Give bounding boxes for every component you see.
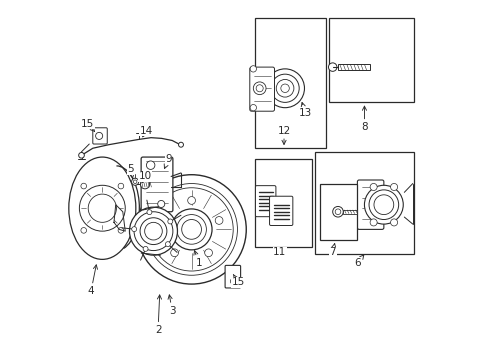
Circle shape [145,184,237,275]
Circle shape [134,212,173,251]
Text: 9: 9 [164,154,172,168]
Circle shape [143,246,148,251]
Circle shape [334,209,340,215]
Text: 13: 13 [298,103,311,118]
Circle shape [230,278,236,284]
Circle shape [129,207,177,255]
Text: 14: 14 [140,126,153,137]
Circle shape [137,175,246,284]
Text: 12: 12 [277,126,290,144]
Circle shape [364,185,403,224]
Bar [343,210,356,213]
Circle shape [176,215,206,244]
Circle shape [118,228,123,233]
Text: 6: 6 [353,255,363,268]
Text: 2: 2 [154,295,161,335]
Circle shape [390,219,397,226]
Circle shape [253,82,265,95]
Circle shape [88,194,116,222]
Circle shape [276,80,293,97]
Text: 3: 3 [168,295,175,315]
Circle shape [160,217,167,224]
FancyBboxPatch shape [255,186,275,217]
Circle shape [265,69,304,108]
Circle shape [256,85,263,92]
Circle shape [167,219,172,224]
Circle shape [170,249,178,257]
Text: 1: 1 [193,251,202,268]
Circle shape [81,183,86,189]
Circle shape [118,183,123,189]
Bar [255,159,311,247]
Circle shape [79,153,84,158]
Bar [255,18,325,148]
Bar [337,64,369,70]
Circle shape [150,188,233,271]
Text: 5: 5 [127,165,134,178]
Circle shape [79,185,125,231]
Circle shape [147,210,152,215]
Circle shape [332,207,343,217]
Circle shape [182,220,201,239]
Circle shape [390,184,397,190]
Circle shape [270,74,299,102]
FancyBboxPatch shape [269,196,292,225]
Circle shape [140,218,166,244]
Circle shape [369,184,376,190]
Circle shape [165,242,170,247]
Bar [314,152,413,254]
Text: 8: 8 [361,106,367,132]
Circle shape [144,222,162,240]
Circle shape [250,104,256,111]
Circle shape [328,63,336,71]
Circle shape [133,180,137,184]
Circle shape [178,142,183,147]
FancyBboxPatch shape [249,67,274,111]
Circle shape [131,178,139,185]
Circle shape [187,197,195,204]
FancyBboxPatch shape [141,157,173,212]
Circle shape [158,201,164,207]
Circle shape [373,195,393,215]
Circle shape [369,219,376,226]
Circle shape [368,190,398,220]
Bar [320,184,357,240]
FancyBboxPatch shape [357,180,383,229]
Text: 15: 15 [81,118,94,131]
Circle shape [140,180,149,189]
Text: 4: 4 [87,265,97,296]
FancyBboxPatch shape [93,128,107,144]
Circle shape [96,132,102,139]
Text: 11: 11 [273,247,286,257]
Circle shape [171,209,212,250]
Text: 10: 10 [138,171,151,183]
Circle shape [81,228,86,233]
Text: 15: 15 [231,274,244,287]
Circle shape [250,66,256,72]
FancyBboxPatch shape [224,265,240,288]
Circle shape [280,84,289,93]
Circle shape [215,217,223,224]
Text: 7: 7 [329,244,335,257]
Circle shape [204,249,212,257]
Circle shape [131,227,136,231]
Bar [328,18,413,102]
Circle shape [146,161,155,170]
Ellipse shape [69,157,136,259]
